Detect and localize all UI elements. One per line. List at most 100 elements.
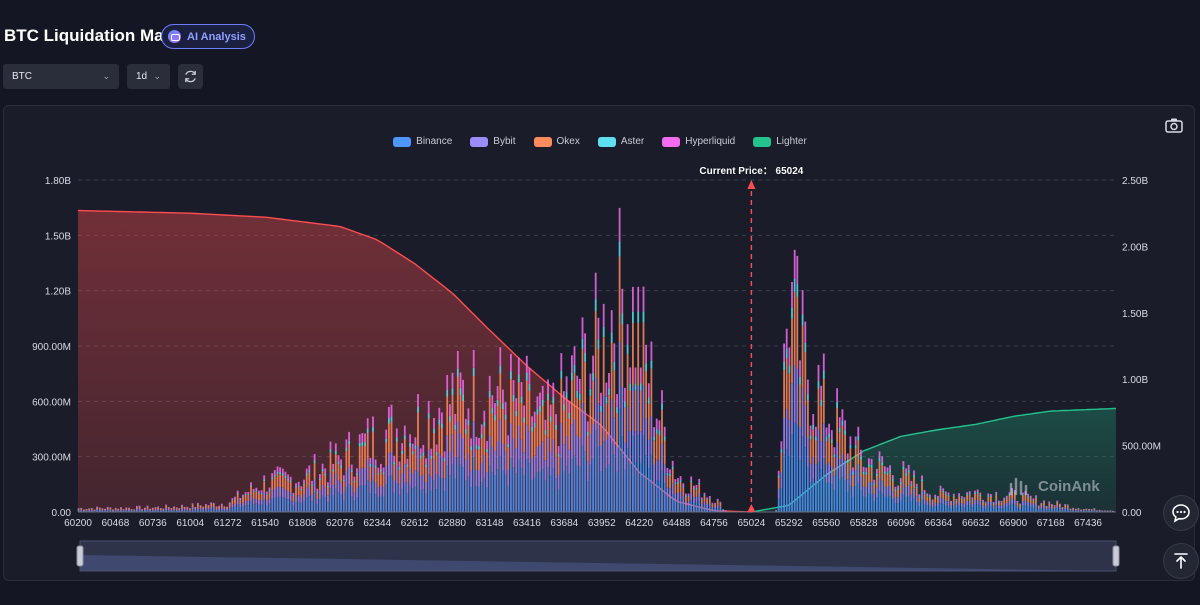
bar-bybit	[918, 502, 921, 506]
bar-hyperliquid	[470, 438, 472, 447]
bar-hyperliquid	[236, 490, 239, 493]
bar-binance	[987, 505, 990, 512]
bar-bybit	[960, 503, 963, 507]
bar-binance	[714, 508, 716, 512]
bar-aster	[849, 444, 852, 449]
bar-hyperliquid	[929, 494, 931, 497]
bar-bybit	[441, 456, 443, 479]
bar-binance	[231, 507, 234, 512]
bar-okex	[303, 484, 305, 494]
camera-icon[interactable]	[1165, 117, 1183, 133]
bar-bybit	[488, 435, 491, 466]
bar-aster	[982, 501, 984, 502]
legend-item-okex[interactable]: Okex	[533, 136, 580, 147]
timeframe-select[interactable]: 1d ⌄	[127, 64, 170, 89]
refresh-button[interactable]	[178, 64, 203, 89]
bar-okex	[645, 371, 647, 419]
bar-okex	[401, 454, 403, 474]
bar-binance	[80, 510, 83, 512]
bar-binance	[897, 503, 899, 512]
bar-hyperliquid	[433, 418, 435, 429]
bar-hyperliquid	[340, 459, 342, 466]
bar-bybit	[708, 503, 711, 507]
bar-bybit	[1040, 506, 1043, 509]
bar-hyperliquid	[708, 496, 711, 498]
bar-bybit	[809, 463, 812, 483]
bar-okex	[576, 397, 579, 436]
x-tick-label: 61808	[289, 518, 317, 529]
coin-select[interactable]: BTC ⌄	[3, 64, 119, 89]
bar-hyperliquid	[860, 449, 862, 457]
bar-okex	[1013, 493, 1016, 500]
bar-bybit	[830, 466, 833, 485]
bar-okex	[891, 480, 894, 492]
bar-bybit	[162, 510, 165, 511]
bar-bybit	[602, 395, 605, 442]
bar-aster	[687, 495, 690, 497]
bar-binance	[454, 478, 457, 512]
bar-bybit	[1000, 505, 1003, 509]
bar-hyperliquid	[846, 453, 849, 460]
bar-bybit	[361, 467, 364, 486]
bar-okex	[565, 398, 568, 436]
bar-binance	[807, 467, 809, 512]
bar-hyperliquid	[398, 461, 401, 467]
bar-hyperliquid	[154, 507, 157, 508]
bar-binance	[258, 504, 260, 512]
bar-hyperliquid	[913, 470, 915, 476]
bar-bybit	[1003, 503, 1006, 508]
bar-binance	[502, 470, 504, 512]
bar-binance	[472, 456, 475, 512]
bar-binance	[910, 501, 913, 512]
bar-bybit	[228, 506, 231, 509]
bar-hyperliquid	[234, 496, 236, 499]
bar-aster	[987, 495, 990, 497]
legend-item-bybit[interactable]: Bybit	[470, 136, 516, 147]
bar-hyperliquid	[695, 484, 698, 488]
bar-okex	[910, 485, 913, 495]
bar-hyperliquid	[239, 498, 242, 500]
bar-bybit	[578, 437, 581, 467]
bar-bybit	[915, 496, 918, 503]
legend-label: Bybit	[493, 136, 516, 147]
slider-handle-right[interactable]	[1112, 545, 1120, 567]
bar-bybit	[634, 431, 637, 463]
bar-bybit	[377, 487, 380, 497]
bar-hyperliquid	[252, 488, 255, 492]
bar-hyperliquid	[563, 391, 565, 405]
bar-bybit	[568, 449, 571, 475]
bar-okex	[1074, 509, 1077, 511]
bar-bybit	[658, 460, 661, 481]
bar-bybit	[974, 500, 976, 505]
bar-okex	[1085, 509, 1088, 511]
bar-hyperliquid	[472, 350, 475, 368]
bar-hyperliquid	[801, 290, 804, 315]
bar-aster	[242, 496, 244, 498]
bar-aster	[799, 377, 801, 385]
bar-okex	[921, 481, 923, 492]
zoom-slider[interactable]	[76, 540, 1120, 572]
bar-bybit	[719, 506, 722, 509]
legend-item-binance[interactable]: Binance	[393, 136, 452, 147]
scroll-top-button[interactable]	[1163, 543, 1199, 579]
bar-okex	[531, 431, 533, 459]
bar-hyperliquid	[788, 347, 791, 366]
bar-aster	[971, 499, 974, 500]
slider-handle-left[interactable]	[76, 545, 84, 567]
bar-binance	[902, 494, 905, 512]
bar-okex	[337, 464, 340, 481]
bar-binance	[937, 506, 939, 512]
ai-analysis-button[interactable]: AI Analysis	[161, 24, 255, 49]
chat-button[interactable]	[1163, 495, 1199, 531]
legend-item-hyperliquid[interactable]: Hyperliquid	[662, 136, 735, 147]
bar-binance	[1048, 508, 1051, 512]
bar-aster	[661, 403, 663, 410]
legend-item-aster[interactable]: Aster	[597, 136, 644, 147]
bar-hyperliquid	[881, 456, 884, 463]
bar-okex	[263, 481, 266, 492]
bar-aster	[284, 476, 287, 479]
bar-binance	[632, 435, 634, 512]
legend-item-lighter[interactable]: Lighter	[753, 136, 807, 147]
bar-okex	[93, 509, 96, 511]
bar-bybit	[186, 509, 189, 511]
